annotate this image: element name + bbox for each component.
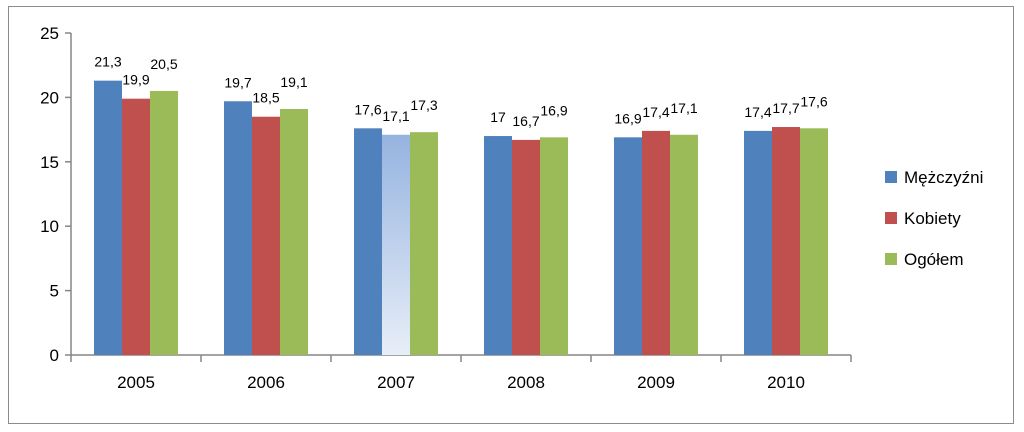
data-label: 17,4	[744, 104, 771, 120]
bar	[150, 90, 178, 356]
bar	[642, 130, 670, 355]
legend-swatch	[885, 212, 897, 224]
data-label: 16,9	[540, 102, 567, 118]
bar	[94, 80, 122, 355]
bar	[252, 116, 280, 355]
data-label: 20,5	[150, 56, 177, 72]
legend-label: Kobiety	[904, 209, 961, 228]
x-tick-label: 2006	[247, 373, 285, 392]
data-label: 19,9	[122, 72, 149, 88]
y-tick-label: 15	[40, 153, 59, 172]
bar	[670, 134, 698, 355]
bar	[280, 108, 308, 355]
x-tick-label: 2007	[377, 373, 415, 392]
bar	[614, 137, 642, 355]
x-tick-label: 2005	[117, 373, 155, 392]
x-tick-label: 2009	[637, 373, 675, 392]
bars	[94, 80, 828, 356]
data-label: 21,3	[94, 54, 121, 70]
y-tick-label: 5	[50, 282, 59, 301]
bar	[800, 128, 828, 355]
data-label: 19,1	[280, 74, 307, 90]
bar	[484, 136, 512, 355]
chart-frame: 0 5 10 15 20 25 2005 2006 2007 2008 2009 2010 21,3 1…	[8, 6, 1014, 424]
data-label: 16,7	[512, 113, 539, 129]
bar	[122, 98, 150, 356]
data-label: 19,7	[224, 74, 251, 90]
x-tick-label: 2008	[507, 373, 545, 392]
legend-swatch	[885, 253, 897, 265]
legend-label: Mężczyźni	[904, 168, 983, 187]
data-label: 17,7	[772, 100, 799, 116]
legend: Mężczyźni Kobiety Ogółem	[885, 168, 983, 269]
data-label: 16,9	[614, 110, 641, 126]
y-tick-label: 10	[40, 217, 59, 236]
x-tick-label: 2010	[767, 373, 805, 392]
data-label: 17,1	[382, 108, 409, 124]
bar	[744, 130, 772, 355]
data-label: 17,3	[410, 97, 437, 113]
data-label: 17,6	[800, 93, 827, 109]
legend-swatch	[885, 171, 897, 183]
data-label: 17,1	[670, 100, 697, 116]
data-label: 17,4	[642, 104, 669, 120]
data-label: 18,5	[252, 90, 279, 106]
legend-label: Ogółem	[904, 250, 964, 269]
y-tick-label: 0	[50, 346, 59, 365]
bar	[540, 137, 568, 355]
data-label: 17,6	[354, 101, 381, 117]
bar	[410, 132, 438, 355]
data-label: 17	[490, 109, 506, 125]
y-tick-label: 20	[40, 88, 59, 107]
data-labels: 21,319,920,519,718,519,117,6 17,117,317 16…	[94, 54, 827, 129]
bar	[772, 127, 800, 355]
bar	[382, 134, 410, 355]
bar	[354, 128, 382, 355]
y-tick-label: 25	[40, 24, 59, 43]
bar	[224, 101, 252, 355]
axes: 0 5 10 15 20 25 2005 2006 2007 2008 2009 2010	[40, 24, 852, 392]
bar	[512, 139, 540, 355]
